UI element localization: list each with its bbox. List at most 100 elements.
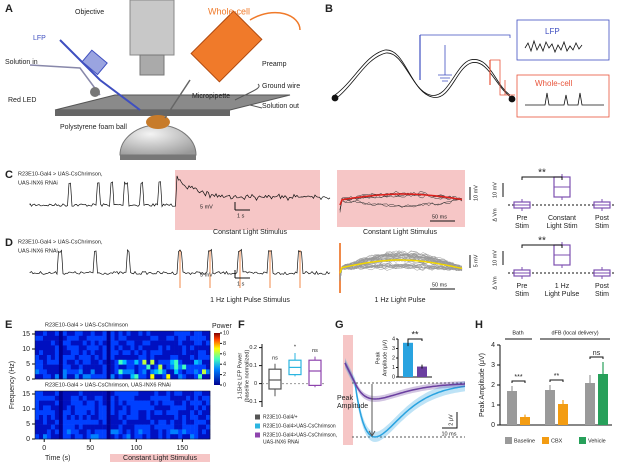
heatmap-cell [90,374,95,380]
legend-label: Vehicle [588,438,606,444]
heatmap-cell [39,374,44,380]
heatmap-cell [170,395,175,401]
stimulus-shade [175,170,320,230]
heatmap-cell [46,405,52,411]
category-label: Pre [517,215,528,222]
heatmap-cell [206,355,211,361]
heatmap-cell [130,395,135,401]
heatmap-cell [162,419,167,425]
heatmap-cell [58,391,64,397]
heatmap-cell [62,340,68,346]
heatmap-cell [166,350,171,356]
heatmap-cell [54,395,60,401]
sweep [339,256,463,276]
x-tick-label: 50 [86,445,94,452]
heatmap-cell [66,424,72,430]
heatmap-cell [94,359,99,365]
heatmap-cell [146,391,151,397]
heatmap-cell [50,345,56,351]
heatmap-cell [194,374,199,380]
colorbar-tick-label: 4 [223,362,226,368]
heatmap-cell [94,345,99,351]
heatmap-cell [86,364,91,370]
scale-label: 1 s [237,213,245,219]
heatmap-cell [54,391,60,397]
y-tick-label: -0.1 [248,399,257,405]
heatmap-cell [138,391,143,397]
heatmap-cell [74,340,80,346]
heatmap-cell [82,415,87,421]
trace-band [345,360,465,402]
heatmap-cell [158,345,163,351]
heatmap-cell [106,405,111,411]
heatmap-cell [126,400,131,406]
heatmap-cell [146,335,151,341]
heatmap-cell [114,345,119,351]
heatmap-cell [70,345,76,351]
heatmap-cell [130,335,135,341]
heatmap-cell [130,355,135,361]
heatmap-cell [190,415,195,421]
heatmap-cell [150,369,155,375]
heatmap-cell [202,415,207,421]
heatmap-cell [39,369,44,375]
heatmap-cell [50,424,56,430]
heatmap-cell [126,359,131,365]
group-label: dFB (local delivery) [551,330,598,336]
heatmap-cell [178,369,183,375]
heatmap-cell [158,350,163,356]
heatmap-cell [46,374,52,380]
heatmap-cell [150,429,155,435]
heatmap-cell [98,419,103,425]
heatmap-cell [190,410,195,416]
heatmap-cell [186,335,191,341]
heatmap-cell [35,424,40,430]
heatmap-cell [198,391,203,397]
significance: ** [538,236,546,247]
heatmap-cell [90,355,95,361]
heatmap-cell [54,410,60,416]
heatmap-cell [166,434,171,440]
heatmap-cell [194,415,199,421]
heatmap-cell [158,400,163,406]
heatmap-cell [158,359,163,365]
heatmap-cell [74,410,80,416]
heatmap-cell [102,331,107,337]
heatmap-cell [162,400,167,406]
heatmap-cell [35,340,40,346]
heatmap-cell [98,424,103,430]
heatmap-cell [206,410,211,416]
heatmap-cell [134,369,139,375]
heatmap-cell [118,410,123,416]
label: LFP [545,27,560,36]
axis-label: Time (s) [45,455,70,462]
heatmap-cell [114,355,119,361]
heatmap-cell [158,415,163,421]
heatmap-cell [62,345,68,351]
heatmap-cell [43,419,48,425]
heatmap-cell [206,415,211,421]
heatmap-cell [78,359,84,365]
heatmap-cell [78,369,84,375]
heatmap-cell [198,424,203,430]
heatmap-cell [118,340,123,346]
colorbar-tick-label: 6 [223,351,226,357]
scale-bar [234,270,250,279]
heatmap-cell [182,350,187,356]
heatmap-cell [118,429,123,435]
heatmap-cell [70,405,76,411]
heatmap-cell [142,419,147,425]
heatmap-cell [178,410,183,416]
heatmap-cell [50,331,56,337]
heatmap-cell [94,350,99,356]
heatmap-cell [86,391,91,397]
heatmap-cell [70,415,76,421]
heatmap-cell [178,405,183,411]
heatmap-cell [186,359,191,365]
heatmap-cell [86,410,91,416]
heatmap-cell [154,340,159,346]
box [268,368,282,390]
heatmap-cell [35,410,40,416]
heatmap-cell [138,410,143,416]
heatmap-cell [35,405,40,411]
